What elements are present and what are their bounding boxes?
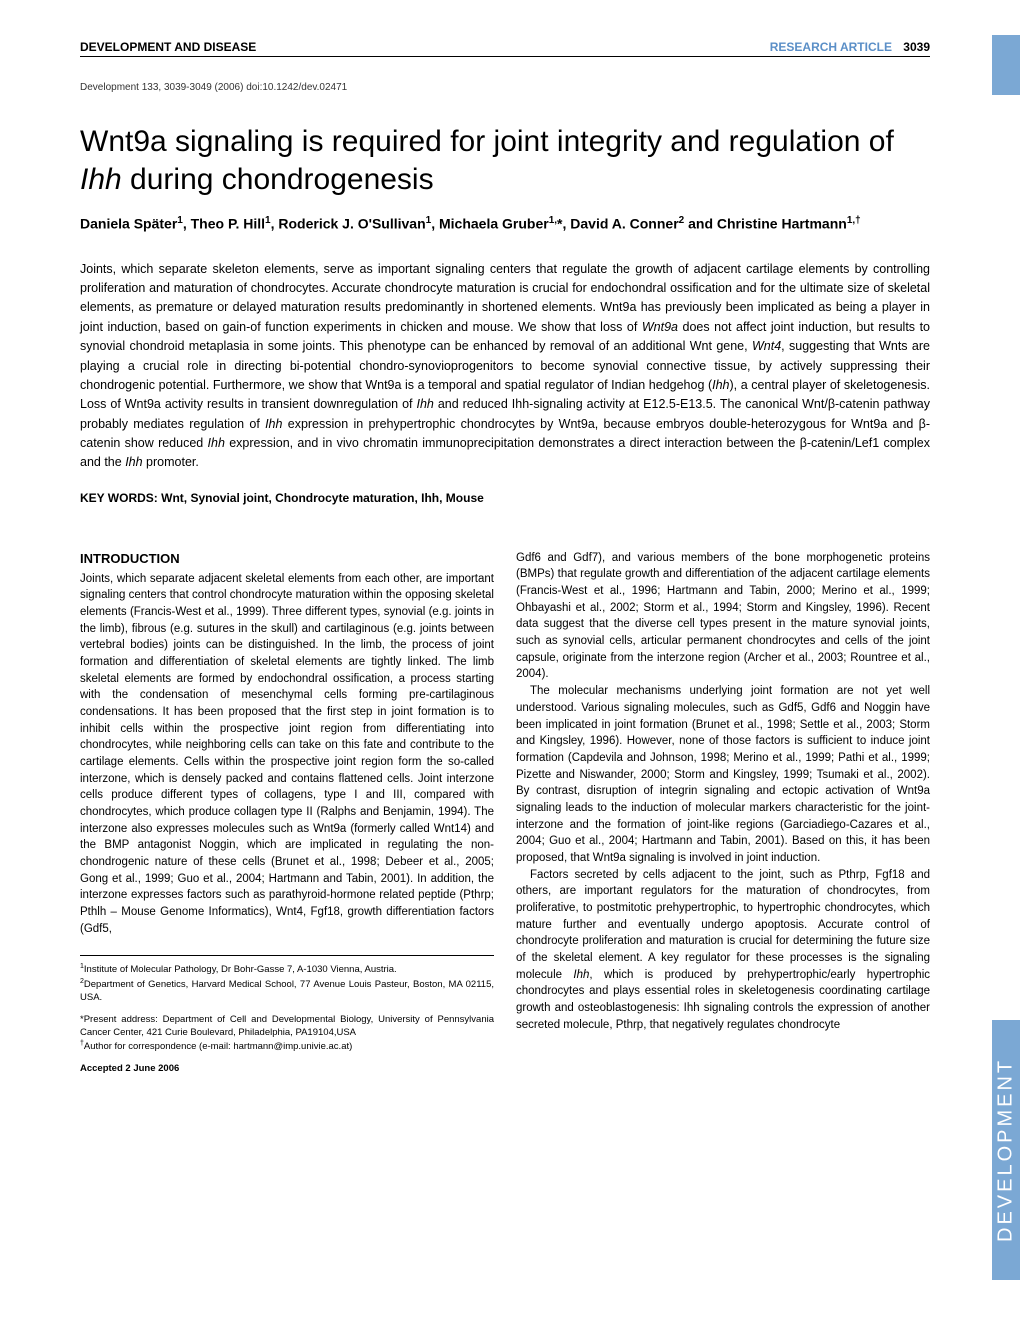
body-paragraph-r3: Factors secreted by cells adjacent to th…: [516, 867, 930, 1034]
title-part-1: Wnt9a signaling is required for joint in…: [80, 125, 894, 158]
author-list: Daniela Später1, Theo P. Hill1, Roderick…: [80, 213, 930, 235]
present-address: *Present address: Department of Cell and…: [80, 1013, 494, 1040]
corresponding-author: †Author for correspondence (e-mail: hart…: [80, 1039, 494, 1053]
citation-line: Development 133, 3039-3049 (2006) doi:10…: [80, 82, 930, 93]
column-right: Gdf6 and Gdf7), and various members of t…: [516, 550, 930, 1075]
intro-heading: INTRODUCTION: [80, 550, 494, 569]
accepted-date: Accepted 2 June 2006: [80, 1062, 494, 1075]
body-paragraph-r1: Gdf6 and Gdf7), and various members of t…: [516, 550, 930, 683]
article-title: Wnt9a signaling is required for joint in…: [80, 123, 930, 198]
running-header: DEVELOPMENT AND DISEASE RESEARCH ARTICLE…: [80, 40, 930, 57]
intro-paragraph-1: Joints, which separate adjacent skeletal…: [80, 571, 494, 938]
journal-side-tab: DEVELOPMENT: [992, 1020, 1020, 1280]
title-part-2: during chondrogenesis: [122, 163, 434, 196]
abstract-text: Joints, which separate skeleton elements…: [80, 260, 930, 473]
affiliation-2: 2Department of Genetics, Harvard Medical…: [80, 977, 494, 1005]
side-accent-bar: [992, 35, 1020, 95]
header-section: DEVELOPMENT AND DISEASE: [80, 40, 256, 54]
column-left: INTRODUCTION Joints, which separate adja…: [80, 550, 494, 1075]
body-columns: INTRODUCTION Joints, which separate adja…: [80, 550, 930, 1075]
affiliation-1: 1Institute of Molecular Pathology, Dr Bo…: [80, 962, 494, 976]
title-italic: Ihh: [80, 163, 122, 196]
body-paragraph-r2: The molecular mechanisms underlying join…: [516, 683, 930, 866]
header-article-type: RESEARCH ARTICLE 3039: [770, 40, 930, 54]
page-number: 3039: [903, 40, 930, 54]
affiliations-block: 1Institute of Molecular Pathology, Dr Bo…: [80, 955, 494, 1075]
header-label: RESEARCH ARTICLE: [770, 40, 892, 54]
keywords-line: KEY WORDS: Wnt, Synovial joint, Chondroc…: [80, 491, 930, 505]
